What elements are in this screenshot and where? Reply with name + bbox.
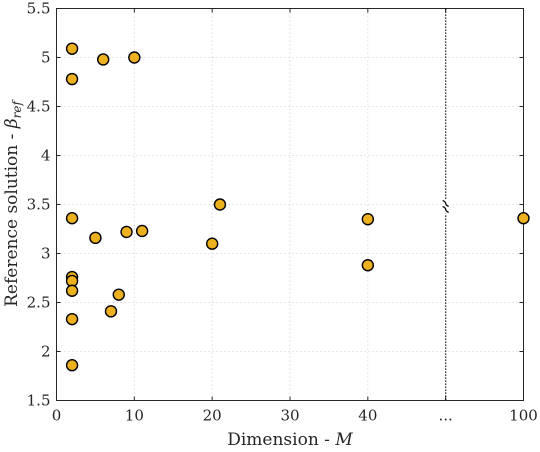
y-tick-label: 5.5 xyxy=(27,0,51,18)
data-point xyxy=(65,359,79,372)
data-points xyxy=(65,42,530,372)
y-axis-label-math: β xyxy=(2,118,22,129)
data-point xyxy=(135,224,149,238)
axis-break-squiggle-bottom xyxy=(442,205,449,214)
y-tick-label: 2.5 xyxy=(27,294,51,312)
axis-break-squiggle-top xyxy=(442,199,449,208)
x-tick-label: 40 xyxy=(358,407,377,425)
x-axis-label-text: Dimension - xyxy=(227,430,335,450)
data-point xyxy=(205,237,219,250)
x-tick-label: 0 xyxy=(52,407,62,425)
data-point xyxy=(213,198,227,211)
y-axis-label-text: Reference solution - xyxy=(2,128,22,307)
y-tick-label: 3 xyxy=(41,245,51,263)
axis-break-gap xyxy=(440,199,451,214)
data-point xyxy=(65,72,79,86)
axis-break xyxy=(440,8,451,401)
data-point xyxy=(361,259,375,272)
data-point xyxy=(104,305,118,318)
x-axis-label-math: M xyxy=(334,430,353,450)
data-point xyxy=(361,212,375,226)
y-axis-label: Reference solution - βref xyxy=(2,99,24,307)
x-tick-label: 10 xyxy=(125,407,144,425)
data-point xyxy=(65,212,79,225)
axis-labels: Dimension - M Reference solution - βref xyxy=(2,99,353,450)
data-point xyxy=(112,288,125,301)
data-point xyxy=(128,51,141,64)
y-tick-label: 4 xyxy=(41,147,51,165)
y-tick-label: 5 xyxy=(41,49,51,67)
x-tick-label: 20 xyxy=(203,407,222,425)
data-point xyxy=(65,312,79,326)
grid xyxy=(56,8,524,401)
y-tick-label: 3.5 xyxy=(27,196,51,214)
data-point xyxy=(120,225,133,239)
y-tick-label: 1.5 xyxy=(27,392,51,410)
data-point xyxy=(517,212,530,225)
x-axis-label: Dimension - M xyxy=(227,430,353,450)
x-tick-label: ... xyxy=(439,407,453,425)
x-tick-label: 30 xyxy=(280,407,299,425)
data-point xyxy=(96,53,110,66)
x-tick-label: 100 xyxy=(509,407,538,425)
data-point xyxy=(65,42,79,55)
data-point xyxy=(65,284,79,297)
data-point xyxy=(89,231,102,245)
axis-ticks: 1.5 2 2.5 3 3.5 4 4.5 5 5.5 0 10 20 30 40... 100 xyxy=(27,0,538,425)
y-tick-label: 4.5 xyxy=(27,98,51,116)
y-axis-label-subscript: ref xyxy=(10,99,24,119)
y-tick-label: 2 xyxy=(41,343,51,361)
